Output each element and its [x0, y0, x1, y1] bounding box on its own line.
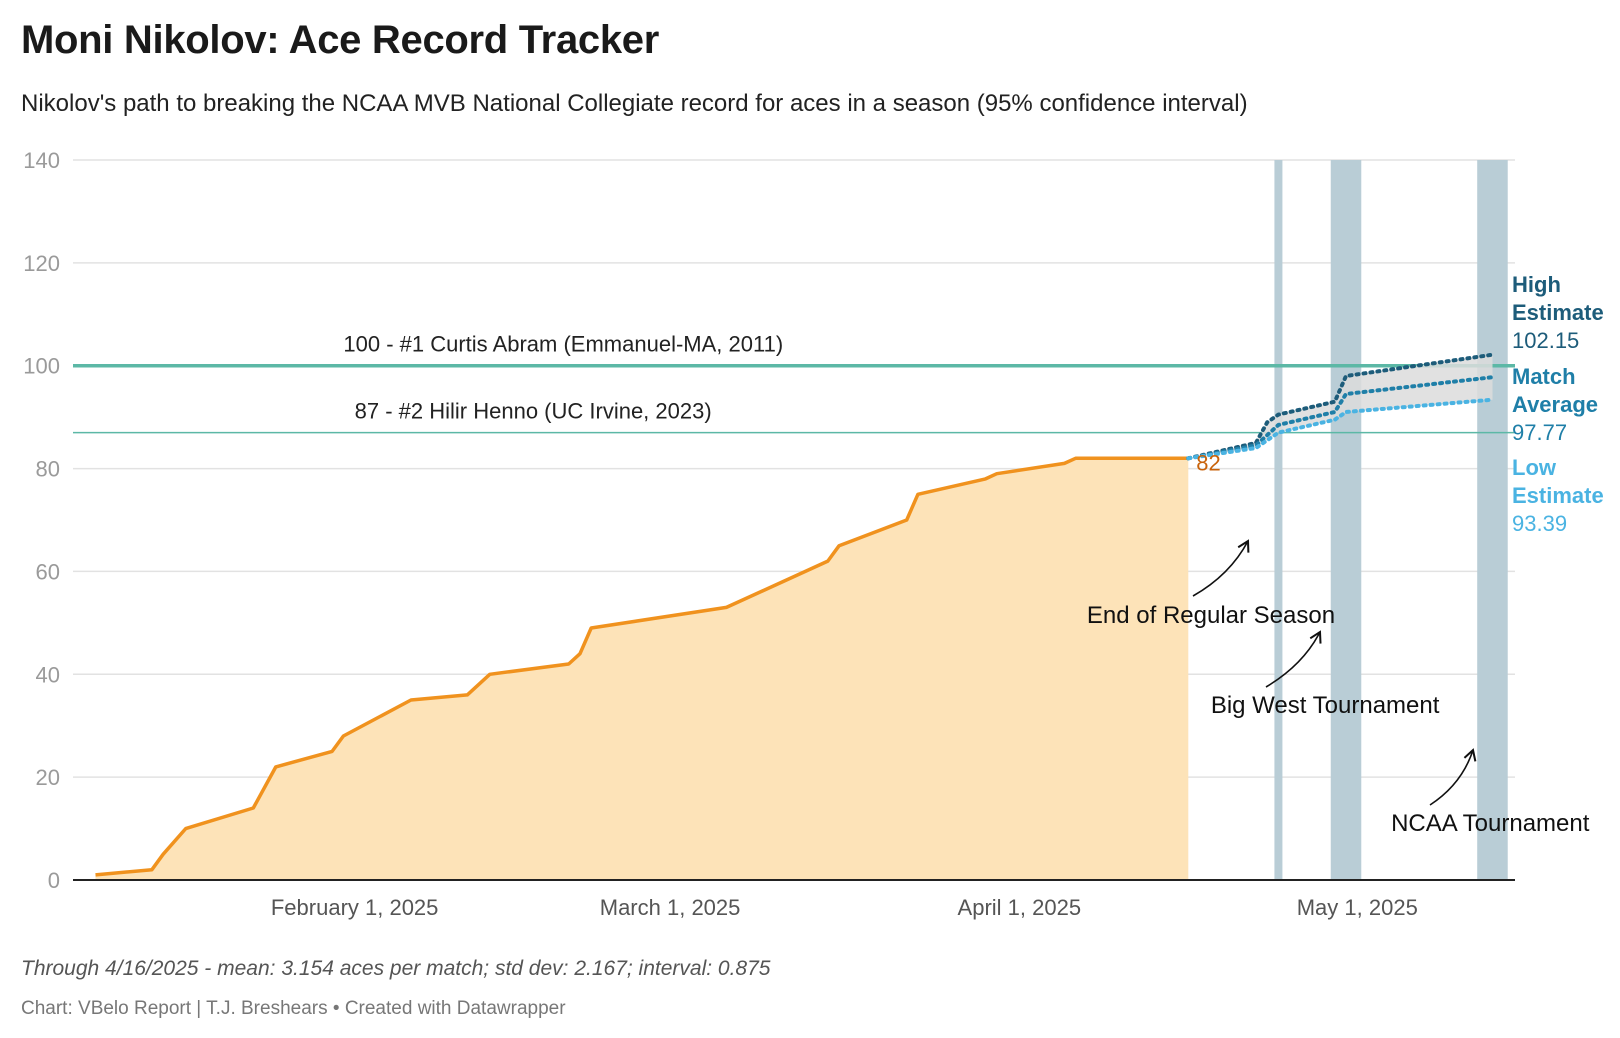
- x-tick-label: March 1, 2025: [600, 895, 741, 920]
- legend-label-avg-line1: Match: [1512, 364, 1576, 389]
- legend-label-low-line1: Low: [1512, 455, 1557, 480]
- chart-subtitle: Nikolov's path to breaking the NCAA MVB …: [21, 90, 1248, 117]
- annotation-label: NCAA Tournament: [1391, 810, 1590, 837]
- y-tick-label: 0: [48, 868, 60, 893]
- record-line-label: 87 - #2 Hilir Henno (UC Irvine, 2023): [355, 399, 712, 424]
- legend-label-high-line2: Estimate: [1512, 300, 1604, 325]
- actual-aces-area: [95, 458, 1189, 880]
- record-line-label: 100 - #1 Curtis Abram (Emmanuel-MA, 2011…: [343, 332, 783, 357]
- confidence-band: [1188, 354, 1493, 459]
- y-tick-label: 60: [36, 559, 60, 584]
- y-tick-label: 120: [23, 251, 60, 276]
- y-tick-label: 80: [36, 457, 60, 482]
- actual-aces-line: [95, 456, 1189, 877]
- annotation-arrow: [1429, 748, 1477, 806]
- actual-end-label: 82: [1196, 450, 1220, 475]
- x-tick-label: April 1, 2025: [958, 895, 1082, 920]
- legend-value-high: 102.15: [1512, 328, 1579, 353]
- chart-notes: Through 4/16/2025 - mean: 3.154 aces per…: [21, 957, 771, 980]
- legend-label-high-line1: High: [1512, 272, 1561, 297]
- legend-value-low: 93.39: [1512, 511, 1567, 536]
- chart-source: Chart: VBelo Report | T.J. Breshears • C…: [21, 998, 566, 1019]
- y-tick-label: 140: [23, 148, 60, 173]
- x-tick-label: May 1, 2025: [1297, 895, 1418, 920]
- annotation-arrow: [1265, 630, 1322, 688]
- legend-value-avg: 97.77: [1512, 420, 1567, 445]
- x-tick-label: February 1, 2025: [271, 895, 439, 920]
- annotation-label: End of Regular Season: [1087, 602, 1335, 629]
- tournament-period-bar: [1274, 160, 1283, 880]
- projection-line-avg: [1186, 375, 1495, 461]
- annotation-arrow: [1192, 539, 1250, 597]
- annotation-label: Big West Tournament: [1211, 692, 1440, 719]
- projection-line-low: [1186, 397, 1495, 461]
- chart-title: Moni Nikolov: Ace Record Tracker: [21, 18, 659, 62]
- tournament-period-bar: [1330, 160, 1362, 880]
- legend-label-low-line2: Estimate: [1512, 483, 1604, 508]
- y-tick-label: 20: [36, 765, 60, 790]
- tournament-period-bar: [1477, 160, 1508, 880]
- y-tick-label: 40: [36, 662, 60, 687]
- y-tick-label: 100: [23, 354, 60, 379]
- legend-label-avg-line2: Average: [1512, 392, 1598, 417]
